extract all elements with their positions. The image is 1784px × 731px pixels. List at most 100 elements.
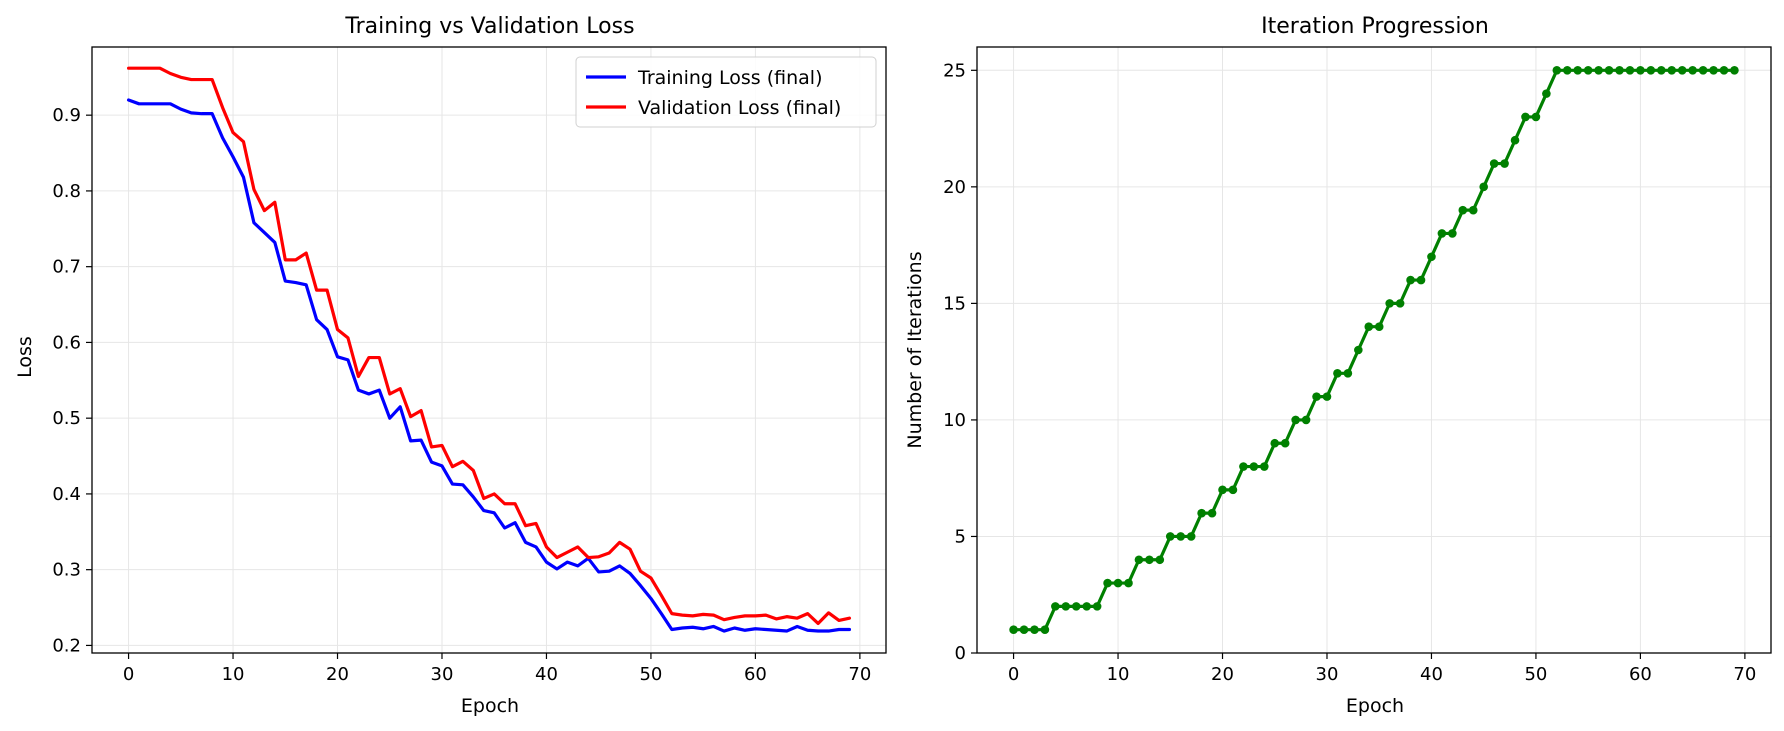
data-point <box>1489 159 1499 168</box>
data-point <box>1176 532 1186 541</box>
data-point <box>1239 462 1248 471</box>
data-point <box>1636 66 1645 75</box>
data-point <box>1657 66 1666 75</box>
data-point <box>1646 66 1656 75</box>
y-tick-label: 0.3 <box>52 560 81 581</box>
loss-chart-xlabel: Epoch <box>461 695 519 717</box>
y-tick-label: 0.5 <box>52 408 81 429</box>
data-point <box>1291 415 1300 425</box>
data-point <box>1322 392 1332 401</box>
loss-plot-area: 0 10 20 30 40 50 60 70 0.2 0.3 0.4 0.5 0.6 0.7 0.8 0.9 T… <box>52 46 887 685</box>
legend-label: Training Loss (final) <box>637 67 822 89</box>
series-line-iterations <box>1011 68 1737 632</box>
data-point <box>1594 66 1603 75</box>
legend: Training Loss (final) Validation Loss (fi… <box>575 56 877 128</box>
x-tick-label: 60 <box>744 664 767 685</box>
data-point <box>1364 322 1374 331</box>
x-tick-label: 30 <box>431 664 454 685</box>
y-tick-label: 0 <box>955 643 966 664</box>
data-point <box>1479 182 1488 192</box>
y-tick-label: 25 <box>943 60 966 81</box>
legend-label: Validation Loss (final) <box>638 97 841 119</box>
data-point <box>1604 66 1614 75</box>
loss-chart-title: Training vs Validation Loss <box>344 14 634 39</box>
series-line-validation-loss-final <box>126 66 852 626</box>
data-point <box>1040 625 1050 634</box>
y-tick-label: 20 <box>943 177 966 198</box>
data-point <box>1103 578 1112 588</box>
data-point <box>1437 229 1447 238</box>
x-tick-label: 60 <box>1629 664 1652 685</box>
data-point <box>1500 159 1509 168</box>
x-tick-label: 40 <box>535 664 558 685</box>
data-point <box>1667 66 1677 75</box>
y-tick-label: 0.6 <box>52 332 81 353</box>
data-point <box>1448 229 1457 238</box>
data-point <box>1573 66 1583 75</box>
data-point <box>1333 369 1342 378</box>
legend-box <box>575 56 877 128</box>
data-point <box>1395 299 1405 308</box>
data-point <box>1458 205 1468 215</box>
axes-frame <box>976 46 1772 654</box>
data-point <box>1615 66 1624 75</box>
y-tick-label: 0.9 <box>52 105 81 126</box>
data-point <box>1092 602 1102 611</box>
data-point <box>1416 275 1426 285</box>
data-point <box>1552 66 1562 75</box>
data-point <box>1406 275 1415 285</box>
x-tick-label: 50 <box>1524 664 1547 685</box>
data-point <box>1249 462 1259 471</box>
data-point <box>1260 462 1269 471</box>
data-point <box>1531 112 1541 122</box>
data-point <box>1082 602 1091 611</box>
data-point <box>1374 322 1384 331</box>
x-tick-label: 40 <box>1420 664 1443 685</box>
series-line-training-loss-final <box>126 98 852 633</box>
data-point <box>1542 89 1551 98</box>
data-point <box>1280 438 1290 448</box>
data-point <box>1625 66 1635 75</box>
data-point <box>1270 438 1280 448</box>
data-point <box>1688 66 1697 75</box>
data-point <box>1113 578 1123 588</box>
iteration-chart-xlabel: Epoch <box>1346 695 1404 717</box>
y-tick-label: 0.8 <box>52 181 81 202</box>
x-tick-label: 0 <box>1008 664 1019 685</box>
y-tick-label: 0.2 <box>52 635 81 656</box>
iteration-chart: Iteration Progression 0 10 20 30 40 50 60 70 0 5 1… <box>904 14 1772 717</box>
data-point <box>1385 299 1394 308</box>
data-point <box>1354 345 1363 355</box>
iteration-plot-area: 0 10 20 30 40 50 60 70 0 5 10 15 20 25 <box>943 46 1772 685</box>
data-point <box>1521 112 1530 122</box>
data-point <box>1228 485 1238 495</box>
data-point <box>1301 415 1311 425</box>
data-point <box>1218 485 1227 495</box>
y-tick-label: 10 <box>943 410 966 431</box>
data-point <box>1468 205 1478 215</box>
x-tick-label: 0 <box>123 664 134 685</box>
data-point <box>1719 66 1729 75</box>
data-point <box>1019 625 1029 634</box>
data-point <box>1562 66 1572 75</box>
x-tick-label: 10 <box>1107 664 1130 685</box>
data-point <box>1124 578 1133 588</box>
x-tick-label: 50 <box>639 664 662 685</box>
data-point <box>1051 602 1060 611</box>
iteration-chart-title: Iteration Progression <box>1261 14 1489 39</box>
loss-chart: Training vs Validation Loss 0 10 20 30 40 50 6… <box>14 14 887 717</box>
data-point <box>1030 625 1039 634</box>
data-point <box>1145 555 1154 565</box>
x-tick-label: 70 <box>1733 664 1756 685</box>
x-tick-label: 20 <box>326 664 349 685</box>
y-tick-label: 0.7 <box>52 257 81 278</box>
data-point <box>1009 625 1018 634</box>
x-tick-label: 30 <box>1316 664 1339 685</box>
loss-chart-ylabel: Loss <box>14 336 36 378</box>
x-tick-label: 20 <box>1211 664 1234 685</box>
axes-frame <box>91 46 887 654</box>
x-tick-label: 70 <box>848 664 871 685</box>
data-point <box>1197 508 1206 518</box>
data-point <box>1071 602 1081 611</box>
